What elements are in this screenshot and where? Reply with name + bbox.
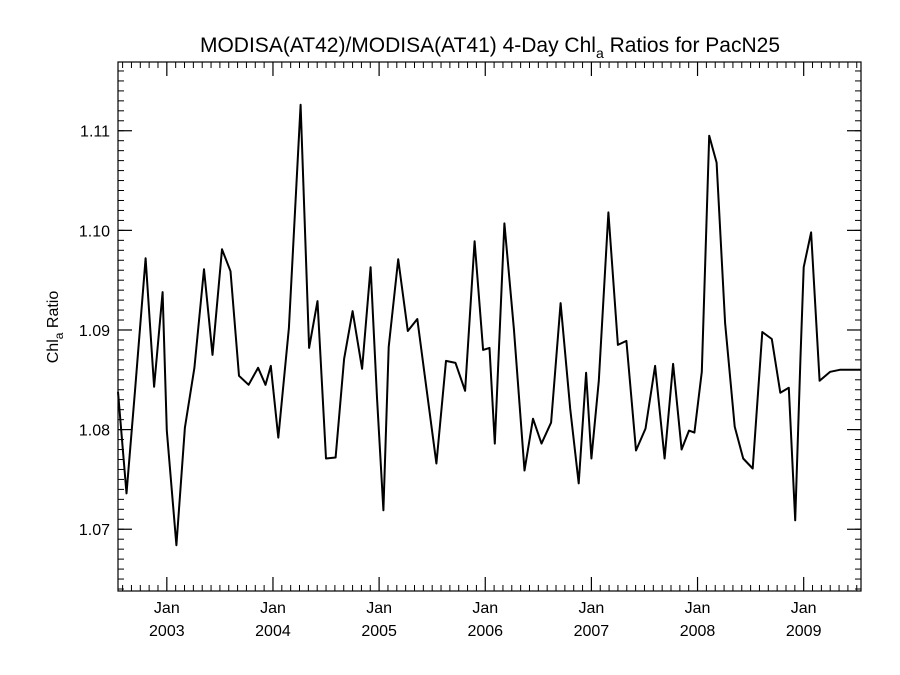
x-tick-label-month: Jan bbox=[791, 600, 817, 617]
y-tick-label: 1.09 bbox=[79, 323, 110, 340]
x-tick-label-year: 2006 bbox=[467, 623, 503, 640]
chart-title-tail: Ratios for PacN25 bbox=[604, 34, 780, 57]
x-tick-label-year: 2007 bbox=[574, 623, 610, 640]
minor-ticks bbox=[118, 62, 861, 591]
y-axis-label-tail: Ratio bbox=[45, 291, 62, 333]
x-tick-label-month: Jan bbox=[578, 600, 604, 617]
x-tick-label-month: Jan bbox=[154, 600, 180, 617]
x-tick-labels: Jan 2003 Jan 2004 Jan 2005 Jan 2006 Jan 2007 Jan 20… bbox=[149, 600, 822, 640]
major-ticks bbox=[118, 62, 861, 591]
y-tick-label: 1.10 bbox=[79, 223, 110, 240]
y-tick-label: 1.07 bbox=[79, 522, 110, 539]
chart-title-main: MODISA(AT42)/MODISA(AT41) 4-Day Chl bbox=[200, 34, 596, 57]
chart-title-subscript: a bbox=[596, 45, 604, 61]
x-tick-label-month: Jan bbox=[685, 600, 711, 617]
plot-frame bbox=[117, 61, 862, 592]
svg-text:Chla Ratio: Chla Ratio bbox=[45, 291, 66, 364]
x-tick-label-year: 2008 bbox=[680, 623, 716, 640]
x-tick-label-year: 2009 bbox=[786, 623, 822, 640]
x-tick-label-month: Jan bbox=[472, 600, 498, 617]
y-axis-label-subscript: a bbox=[52, 332, 66, 339]
y-tick-label: 1.11 bbox=[80, 124, 110, 141]
y-tick-label: 1.08 bbox=[79, 423, 110, 440]
x-tick-label-month: Jan bbox=[366, 600, 392, 617]
x-tick-label-year: 2005 bbox=[361, 623, 397, 640]
chart-title: MODISA(AT42)/MODISA(AT41) 4-Day Chla Rat… bbox=[200, 34, 780, 61]
y-axis-label: Chla Ratio bbox=[45, 291, 66, 364]
series-line bbox=[117, 103, 861, 547]
y-axis-label-main: Chl bbox=[45, 339, 62, 363]
y-tick-labels: 1.07 1.08 1.09 1.10 1.11 bbox=[79, 124, 110, 539]
x-tick-label-year: 2004 bbox=[255, 623, 291, 640]
x-tick-label-month: Jan bbox=[260, 600, 286, 617]
x-tick-label-year: 2003 bbox=[149, 623, 185, 640]
